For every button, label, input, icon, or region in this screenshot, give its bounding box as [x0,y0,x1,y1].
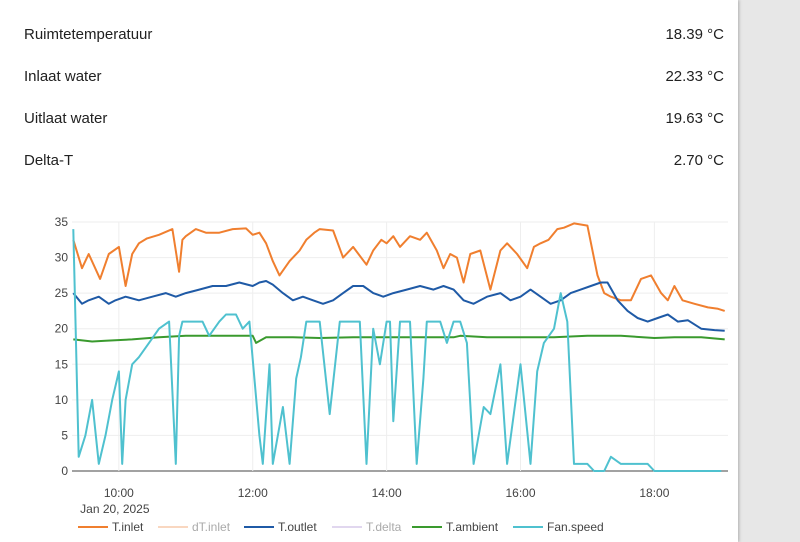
legend-item-dt-inlet[interactable]: dT.inlet [158,520,231,534]
legend-item-fan-speed[interactable]: Fan.speed [513,520,604,534]
legend-label: dT.inlet [192,520,231,534]
legend-item-t-outlet[interactable]: T.outlet [244,520,317,534]
y-tick-label: 25 [55,286,69,300]
sensor-row-room-temperature: Ruimtetemperatuur 18.39 °C [24,22,724,46]
sensor-value: 2.70 °C [673,151,724,169]
x-tick-label: 10:00 [104,486,134,500]
legend-label: T.delta [366,520,402,534]
legend-label: Fan.speed [547,520,604,534]
legend-item-t-ambient[interactable]: T.ambient [412,520,499,534]
sensor-value: 19.63 °C [665,109,724,127]
legend-item-t-delta[interactable]: T.delta [332,520,402,534]
sensor-row-water-inlet: Inlaat water 22.33 °C [24,64,724,88]
sensor-label: Inlaat water [24,67,102,85]
y-tick-label: 15 [55,357,69,371]
sensor-value: 18.39 °C [665,25,724,43]
sensor-value: 22.33 °C [665,67,724,85]
legend-label: T.inlet [112,520,144,534]
y-tick-label: 5 [61,428,68,442]
sensor-card: Ruimtetemperatuur 18.39 °C Inlaat water … [0,0,738,542]
x-axis: 10:00 12:00 14:00 16:00 18:00 Jan 20, 2025 [80,486,670,516]
y-tick-label: 0 [61,464,68,478]
x-tick-label: 14:00 [372,486,402,500]
x-tick-label: 16:00 [505,486,535,500]
legend-item-t-inlet[interactable]: T.inlet [78,520,144,534]
sensor-row-water-outlet: Uitlaat water 19.63 °C [24,106,724,130]
y-tick-label: 20 [55,322,69,336]
series-line-t-outlet [72,280,725,332]
series-line-fan-speed [72,229,722,472]
x-date-label: Jan 20, 2025 [80,502,150,516]
temperature-chart[interactable]: 0 5 10 15 20 25 30 35 10:00 12:00 14:00 16:00 18:00… [0,190,738,542]
y-axis: 0 5 10 15 20 25 30 35 [55,215,69,478]
x-tick-label: 12:00 [238,486,268,500]
legend-label: T.outlet [278,520,317,534]
sensor-label: Delta-T [24,151,74,169]
series-line-t-ambient [73,334,725,344]
legend-label: T.ambient [446,520,499,534]
x-tick-label: 18:00 [639,486,669,500]
y-tick-label: 10 [55,393,69,407]
sensor-row-delta-t: Delta-T 2.70 °C [24,148,724,172]
sensor-label: Ruimtetemperatuur [24,25,153,43]
series-line-t-inlet [72,222,725,312]
y-tick-label: 35 [55,215,69,229]
chart-legend[interactable]: T.inlet dT.inlet T.outlet T.delta T.ambient F… [78,520,604,534]
chart-series [72,222,725,472]
sensor-label: Uitlaat water [24,109,108,127]
y-tick-label: 30 [55,251,69,265]
